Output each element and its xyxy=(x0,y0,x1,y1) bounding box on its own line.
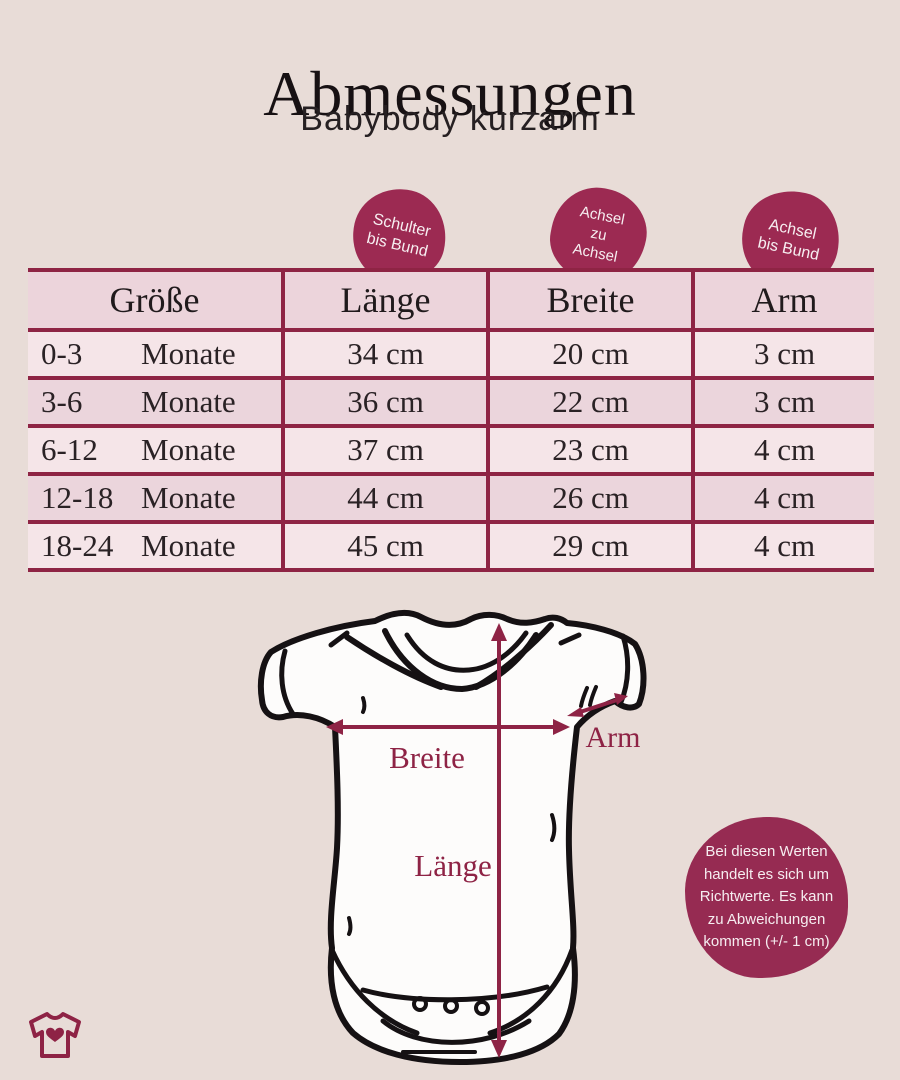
arrowhead xyxy=(326,719,343,735)
note-line: Richtwerte. Es kann xyxy=(699,888,834,906)
size-unit: Monate xyxy=(141,384,236,419)
wrinkle-mark xyxy=(361,696,367,714)
arm-label: Arm xyxy=(586,721,641,754)
wrinkle-mark xyxy=(347,916,353,936)
snap-band-bottom xyxy=(380,1018,532,1045)
laenge-value: 34 cm xyxy=(281,332,486,376)
table-row: 0-3 Monate 34 cm 20 cm 3 cm xyxy=(28,328,874,376)
left-flap-edge xyxy=(344,634,444,690)
table-row: 18-24 Monate 45 cm 29 cm 4 cm xyxy=(28,520,874,568)
snap-button xyxy=(443,998,459,1014)
breite-value: 26 cm xyxy=(486,476,691,520)
tshirt-heart-icon xyxy=(29,1012,81,1058)
breite-value: 23 cm xyxy=(486,428,691,472)
note-line: handelt es sich um xyxy=(703,865,830,883)
note-line: kommen (+/- 1 cm) xyxy=(703,933,830,951)
laenge-label: Länge xyxy=(414,848,491,883)
size-cell: 18-24 Monate xyxy=(28,524,281,568)
size-table: Größe Länge Breite Arm 0-3 Monate 34 cm … xyxy=(28,268,874,572)
size-cell: 12-18 Monate xyxy=(28,476,281,520)
right-flap-edge xyxy=(473,622,554,690)
page-title: Abmessungen xyxy=(263,57,637,129)
bodysuit-outline xyxy=(257,609,647,1065)
breite-value: 22 cm xyxy=(486,380,691,424)
bodysuit-diagram: Breite Länge Arm xyxy=(257,609,647,1065)
note-line: zu Abweichungen xyxy=(707,910,826,928)
column-header-arm: Arm xyxy=(691,272,874,328)
heart-icon xyxy=(46,1027,64,1042)
snap-button xyxy=(412,996,428,1012)
column-header-breite: Breite xyxy=(486,272,691,328)
wrinkle-mark xyxy=(558,632,582,646)
size-range: 6-12 xyxy=(41,432,98,467)
size-range: 3-6 xyxy=(41,384,83,419)
size-cell: 6-12 Monate xyxy=(28,428,281,472)
wrinkle-mark xyxy=(550,813,557,842)
leg-band-right xyxy=(487,947,575,1036)
arm-arrow xyxy=(576,698,618,715)
arrowhead xyxy=(491,623,507,641)
arm-value: 4 cm xyxy=(691,524,874,568)
arrowhead xyxy=(614,693,628,705)
laenge-value: 37 cm xyxy=(281,428,486,472)
column-header-laenge: Länge xyxy=(281,272,486,328)
wrinkle-mark xyxy=(588,685,598,707)
arm-value: 3 cm xyxy=(691,380,874,424)
size-unit: Monate xyxy=(141,528,236,563)
size-range: 18-24 xyxy=(41,528,114,563)
note-line: Bei diesen Werten xyxy=(705,843,828,861)
table-row: 3-6 Monate 36 cm 22 cm 3 cm xyxy=(28,376,874,424)
table-row: 12-18 Monate 44 cm 26 cm 4 cm xyxy=(28,472,874,520)
left-cuff-line xyxy=(279,648,296,717)
breite-value: 20 cm xyxy=(486,332,691,376)
arm-value: 4 cm xyxy=(691,476,874,520)
laenge-value: 45 cm xyxy=(281,524,486,568)
leg-band-left xyxy=(329,947,420,1036)
laenge-value: 36 cm xyxy=(281,380,486,424)
wrinkle-mark xyxy=(328,630,350,648)
stamp-line: Achsel xyxy=(571,240,619,266)
breite-value: 29 cm xyxy=(486,524,691,568)
size-cell: 3-6 Monate xyxy=(28,380,281,424)
size-range: 12-18 xyxy=(41,480,114,515)
size-cell: 0-3 Monate xyxy=(28,332,281,376)
note-badge: Bei diesen Werten handelt es sich um Ric… xyxy=(685,817,848,978)
snap-button xyxy=(474,1000,490,1016)
table-header-row: Größe Länge Breite Arm xyxy=(28,272,874,328)
size-unit: Monate xyxy=(141,432,236,467)
arrowhead xyxy=(553,719,570,735)
table-row: 6-12 Monate 37 cm 23 cm 4 cm xyxy=(28,424,874,472)
breite-label: Breite xyxy=(389,740,465,775)
arrowhead xyxy=(567,707,584,717)
size-unit: Monate xyxy=(141,336,236,371)
arm-value: 4 cm xyxy=(691,428,874,472)
page-subtitle: Babybody kurzarm xyxy=(300,100,600,138)
tshirt-outline xyxy=(29,1012,81,1058)
arm-value: 3 cm xyxy=(691,332,874,376)
arrowhead xyxy=(491,1040,507,1058)
wrinkle-mark xyxy=(579,686,589,708)
column-header-groesse: Größe xyxy=(109,280,200,320)
neck-scoop-inner xyxy=(404,630,529,673)
size-range: 0-3 xyxy=(41,336,83,371)
size-unit: Monate xyxy=(141,480,236,515)
laenge-value: 44 cm xyxy=(281,476,486,520)
